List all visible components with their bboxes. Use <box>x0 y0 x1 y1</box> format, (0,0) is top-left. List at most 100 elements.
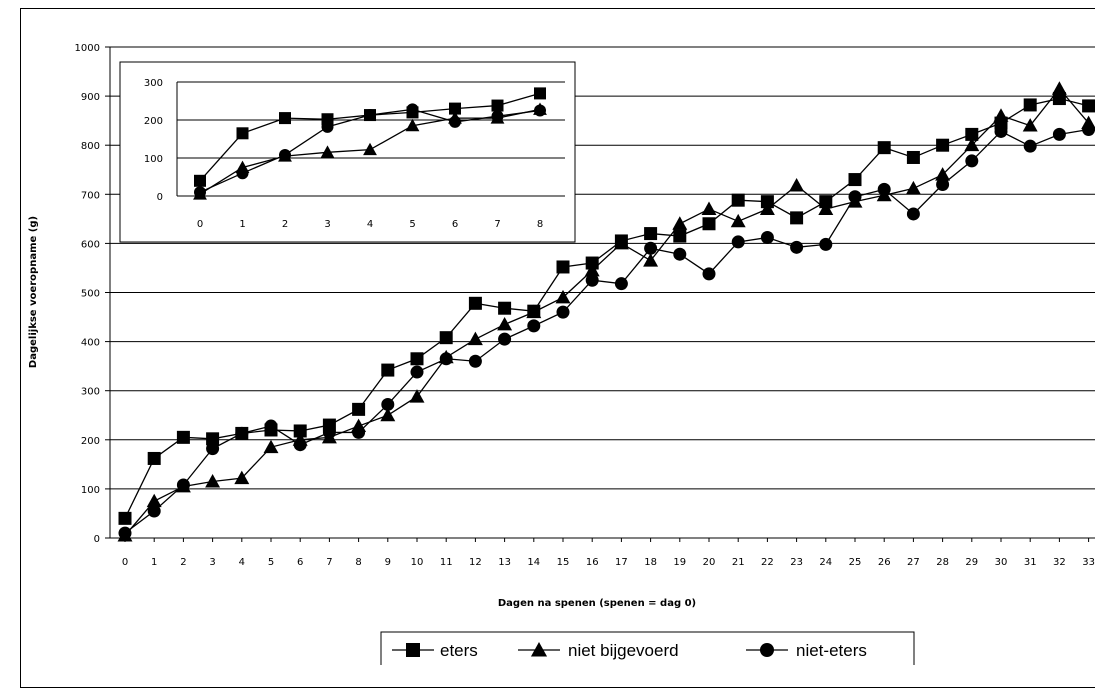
inset-data-point <box>449 116 461 128</box>
x-tick-label: 10 <box>411 557 424 568</box>
data-point <box>789 178 804 191</box>
data-point <box>323 426 336 439</box>
inset-x-tick-label: 5 <box>409 219 415 230</box>
inset-data-point <box>194 175 206 187</box>
x-tick-label: 30 <box>995 557 1008 568</box>
data-point <box>761 231 774 244</box>
inset-data-point <box>364 109 376 121</box>
data-point <box>469 355 482 368</box>
data-point <box>906 181 921 194</box>
data-point <box>498 333 511 346</box>
y-axis-label: Dagelijkse voeropname (g) <box>28 216 39 368</box>
x-tick-label: 28 <box>936 557 949 568</box>
inset-frame <box>120 62 575 242</box>
x-tick-label: 7 <box>326 557 332 568</box>
data-point <box>731 214 746 227</box>
data-point <box>615 277 628 290</box>
y-tick-label: 300 <box>81 387 100 398</box>
x-tick-label: 1 <box>151 557 157 568</box>
inset-data-point <box>237 167 249 179</box>
inset-data-point <box>237 127 249 139</box>
data-point <box>586 274 599 287</box>
legend-label: eters <box>440 641 478 660</box>
data-point <box>672 216 687 229</box>
legend-marker <box>760 643 774 657</box>
x-tick-label: 6 <box>297 557 303 568</box>
data-point <box>819 238 832 251</box>
inset-y-tick-label: 200 <box>144 116 163 127</box>
data-point <box>644 227 657 240</box>
inset-y-tick-label: 0 <box>157 192 163 203</box>
x-tick-label: 22 <box>761 557 774 568</box>
inset-x-tick-label: 6 <box>452 219 458 230</box>
data-point <box>907 207 920 220</box>
inset-x-tick-label: 8 <box>537 219 543 230</box>
inset-data-point <box>492 100 504 112</box>
y-tick-label: 900 <box>81 92 100 103</box>
data-point <box>673 248 686 261</box>
data-point <box>119 527 132 540</box>
data-point <box>557 260 570 273</box>
y-tick-label: 700 <box>81 190 100 201</box>
data-point <box>965 154 978 167</box>
x-tick-label: 17 <box>615 557 628 568</box>
inset-data-point <box>322 121 334 133</box>
data-point <box>702 202 717 215</box>
x-tick-label: 20 <box>703 557 716 568</box>
data-point <box>1052 81 1067 94</box>
x-tick-label: 5 <box>268 557 274 568</box>
x-tick-label: 21 <box>732 557 745 568</box>
inset-y-tick-label: 100 <box>144 154 163 165</box>
data-point <box>206 442 219 455</box>
x-tick-label: 27 <box>907 557 920 568</box>
data-point <box>1024 140 1037 153</box>
x-axis-label: Dagen na spenen (spenen = dag 0) <box>498 598 696 609</box>
x-tick-label: 25 <box>849 557 862 568</box>
data-point <box>148 504 161 517</box>
data-point <box>235 427 248 440</box>
data-point <box>994 108 1009 121</box>
data-point <box>1053 128 1066 141</box>
data-point <box>995 125 1008 138</box>
x-tick-label: 15 <box>557 557 570 568</box>
data-point <box>673 230 686 243</box>
x-tick-label: 18 <box>644 557 657 568</box>
inset-data-point <box>534 87 546 99</box>
data-point <box>878 183 891 196</box>
data-point <box>148 452 161 465</box>
data-point <box>1024 98 1037 111</box>
data-point <box>440 352 453 365</box>
data-point <box>294 438 307 451</box>
inset-x-tick-label: 4 <box>367 219 373 230</box>
inset-x-tick-label: 2 <box>282 219 288 230</box>
y-tick-label: 1000 <box>75 43 100 54</box>
inset-data-point <box>279 112 291 124</box>
x-tick-label: 3 <box>209 557 215 568</box>
data-point <box>177 431 190 444</box>
data-point <box>644 242 657 255</box>
y-tick-label: 600 <box>81 239 100 250</box>
legend-label: niet bijgevoerd <box>568 641 679 660</box>
y-tick-label: 100 <box>81 485 100 496</box>
data-point <box>790 241 803 254</box>
data-point <box>936 139 949 152</box>
data-point <box>468 332 483 345</box>
data-point <box>381 364 394 377</box>
data-point <box>440 331 453 344</box>
data-point <box>119 512 132 525</box>
data-point <box>411 352 424 365</box>
x-tick-label: 14 <box>527 557 540 568</box>
data-point <box>265 420 278 433</box>
data-point <box>177 478 190 491</box>
x-tick-label: 4 <box>239 557 245 568</box>
y-tick-label: 0 <box>94 534 100 545</box>
data-point <box>411 366 424 379</box>
data-point <box>527 319 540 332</box>
data-point <box>352 426 365 439</box>
x-tick-label: 8 <box>355 557 361 568</box>
inset-x-tick-label: 7 <box>494 219 500 230</box>
x-tick-label: 23 <box>790 557 803 568</box>
inset-x-tick-label: 1 <box>239 219 245 230</box>
inset-data-point <box>407 103 419 115</box>
inset-y-tick-label: 300 <box>144 78 163 89</box>
